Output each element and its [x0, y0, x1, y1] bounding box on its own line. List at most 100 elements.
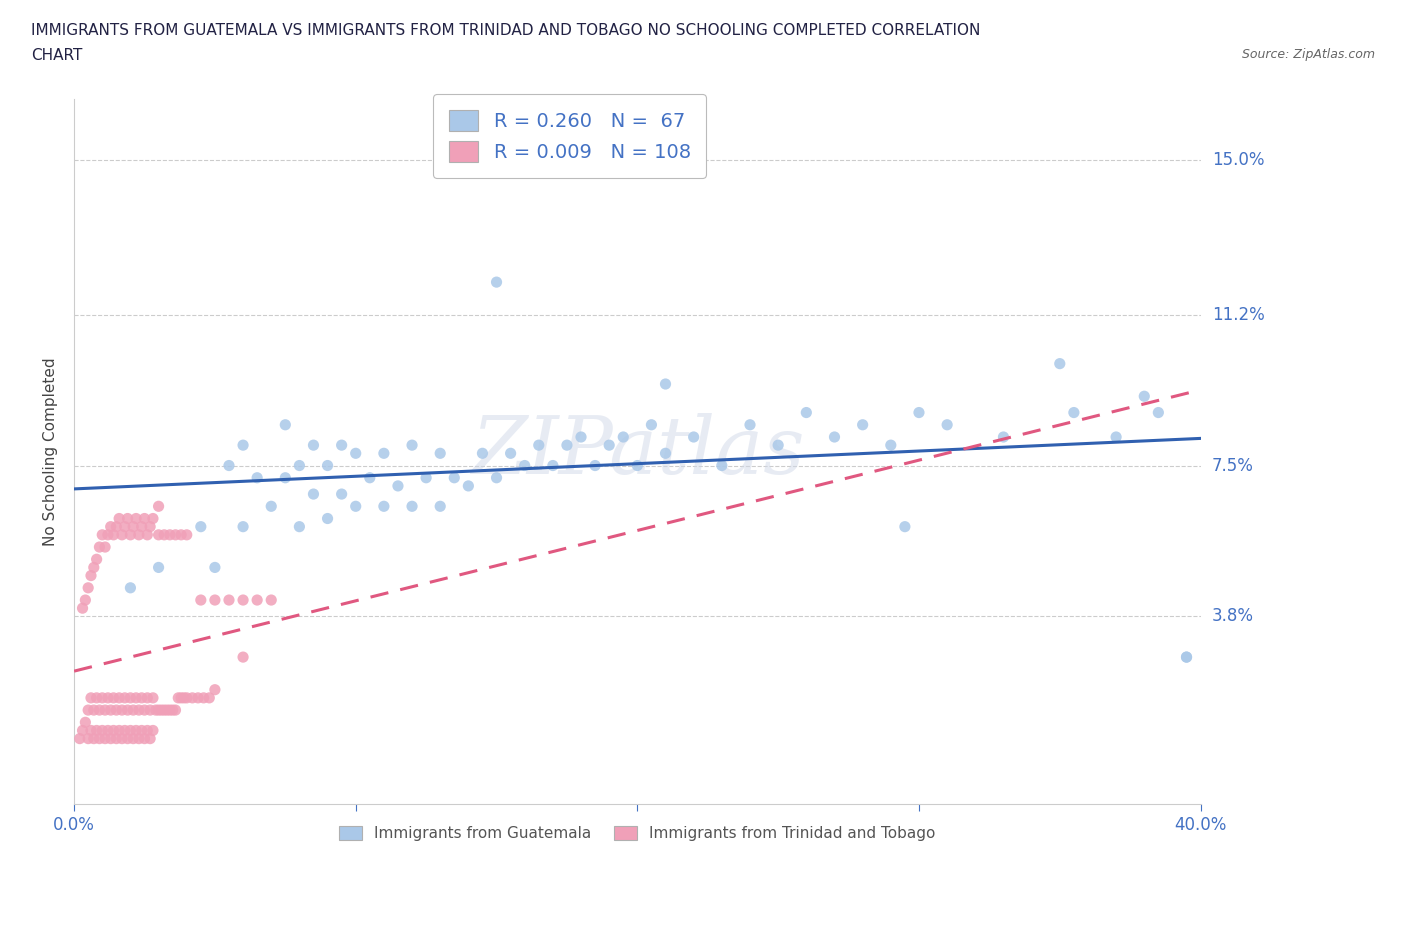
- Point: [139, 731, 162, 746]
- Point: [103, 690, 125, 705]
- Point: [122, 519, 145, 534]
- Point: [131, 519, 153, 534]
- Point: [1063, 405, 1085, 420]
- Text: IMMIGRANTS FROM GUATEMALA VS IMMIGRANTS FROM TRINIDAD AND TOBAGO NO SCHOOLING CO: IMMIGRANTS FROM GUATEMALA VS IMMIGRANTS …: [31, 23, 980, 38]
- Point: [86, 723, 108, 737]
- Point: [218, 592, 240, 607]
- Point: [128, 527, 150, 542]
- Point: [131, 723, 153, 737]
- Point: [145, 703, 167, 718]
- Point: [359, 471, 381, 485]
- Point: [108, 723, 131, 737]
- Point: [153, 527, 176, 542]
- Point: [97, 723, 120, 737]
- Point: [165, 527, 187, 542]
- Point: [908, 405, 931, 420]
- Point: [75, 592, 97, 607]
- Point: [485, 471, 508, 485]
- Point: [541, 458, 564, 473]
- Point: [246, 592, 269, 607]
- Point: [136, 723, 159, 737]
- Point: [122, 703, 145, 718]
- Point: [108, 512, 131, 526]
- Point: [131, 690, 153, 705]
- Text: Source: ZipAtlas.com: Source: ZipAtlas.com: [1241, 48, 1375, 61]
- Point: [429, 498, 451, 513]
- Y-axis label: No Schooling Completed: No Schooling Completed: [44, 357, 58, 546]
- Point: [83, 703, 105, 718]
- Point: [91, 527, 114, 542]
- Point: [111, 527, 134, 542]
- Point: [302, 486, 325, 501]
- Point: [136, 690, 159, 705]
- Point: [499, 445, 522, 460]
- Point: [117, 512, 139, 526]
- Point: [232, 438, 254, 453]
- Point: [148, 527, 170, 542]
- Point: [105, 703, 128, 718]
- Point: [204, 592, 226, 607]
- Point: [142, 512, 165, 526]
- Point: [156, 703, 179, 718]
- Point: [260, 498, 283, 513]
- Point: [105, 519, 128, 534]
- Point: [204, 560, 226, 575]
- Point: [316, 512, 339, 526]
- Point: [344, 445, 367, 460]
- Point: [583, 458, 606, 473]
- Point: [83, 731, 105, 746]
- Text: 7.5%: 7.5%: [1212, 457, 1254, 474]
- Point: [626, 458, 648, 473]
- Point: [111, 731, 134, 746]
- Point: [401, 438, 423, 453]
- Point: [77, 731, 100, 746]
- Point: [187, 690, 209, 705]
- Point: [167, 690, 190, 705]
- Point: [330, 438, 353, 453]
- Point: [120, 527, 142, 542]
- Point: [176, 690, 198, 705]
- Point: [738, 418, 761, 432]
- Point: [1175, 650, 1198, 665]
- Point: [794, 405, 817, 420]
- Point: [485, 274, 508, 289]
- Point: [513, 458, 536, 473]
- Point: [80, 568, 103, 583]
- Point: [77, 703, 100, 718]
- Point: [612, 430, 634, 445]
- Point: [181, 690, 204, 705]
- Point: [111, 703, 134, 718]
- Text: 11.2%: 11.2%: [1212, 306, 1264, 324]
- Point: [94, 731, 117, 746]
- Point: [108, 690, 131, 705]
- Point: [89, 731, 111, 746]
- Point: [100, 731, 122, 746]
- Point: [100, 703, 122, 718]
- Point: [139, 703, 162, 718]
- Point: [654, 445, 676, 460]
- Point: [824, 430, 846, 445]
- Point: [880, 438, 903, 453]
- Point: [457, 478, 479, 493]
- Point: [654, 377, 676, 392]
- Point: [75, 715, 97, 730]
- Point: [1105, 430, 1128, 445]
- Point: [117, 703, 139, 718]
- Point: [766, 438, 789, 453]
- Point: [86, 551, 108, 566]
- Point: [232, 592, 254, 607]
- Point: [159, 703, 181, 718]
- Point: [936, 418, 959, 432]
- Point: [120, 723, 142, 737]
- Point: [852, 418, 875, 432]
- Point: [69, 731, 91, 746]
- Point: [72, 723, 94, 737]
- Point: [159, 527, 181, 542]
- Point: [150, 703, 173, 718]
- Point: [94, 703, 117, 718]
- Text: 3.8%: 3.8%: [1212, 607, 1254, 625]
- Point: [134, 731, 156, 746]
- Point: [165, 703, 187, 718]
- Point: [1133, 389, 1156, 404]
- Point: [86, 690, 108, 705]
